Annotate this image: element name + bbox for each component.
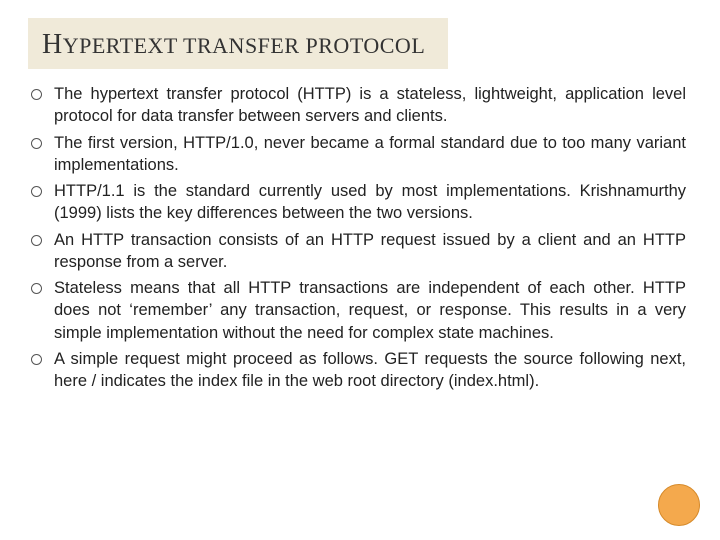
slide-container: HYPERTEXT TRANSFER PROTOCOL The hypertex… (0, 0, 720, 540)
list-item: A simple request might proceed as follow… (28, 348, 686, 393)
list-item: An HTTP transaction consists of an HTTP … (28, 229, 686, 274)
title-rest: YPERTEXT TRANSFER PROTOCOL (63, 33, 426, 58)
title-first-letter: H (42, 29, 63, 60)
title-box: HYPERTEXT TRANSFER PROTOCOL (28, 18, 448, 69)
bullet-list: The hypertext transfer protocol (HTTP) i… (28, 83, 686, 392)
list-item: The first version, HTTP/1.0, never becam… (28, 132, 686, 177)
accent-circle-icon (658, 484, 700, 526)
slide-title: HYPERTEXT TRANSFER PROTOCOL (42, 24, 434, 61)
list-item: The hypertext transfer protocol (HTTP) i… (28, 83, 686, 128)
content-area: The hypertext transfer protocol (HTTP) i… (28, 83, 692, 392)
list-item: HTTP/1.1 is the standard currently used … (28, 180, 686, 225)
list-item: Stateless means that all HTTP transactio… (28, 277, 686, 344)
